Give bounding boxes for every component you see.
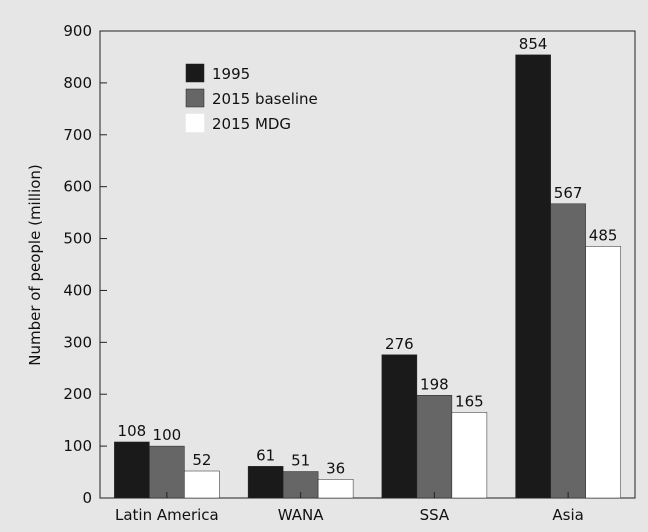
- data-label: 100: [153, 426, 182, 444]
- y-tick-label: 0: [82, 489, 92, 507]
- bar: [114, 441, 150, 499]
- bar: [247, 466, 284, 499]
- legend-swatch: [185, 88, 205, 108]
- data-label: 485: [589, 226, 618, 244]
- x-axis: Latin America WANA SSA Asia: [115, 492, 584, 524]
- y-tick-label: 400: [63, 281, 92, 299]
- data-label: 108: [118, 422, 147, 440]
- y-tick-label: 600: [63, 178, 92, 196]
- data-label: 36: [326, 459, 345, 477]
- x-tick-label: WANA: [278, 506, 324, 524]
- data-label: 52: [192, 451, 211, 469]
- legend-label: 1995: [212, 65, 250, 83]
- data-label: 61: [256, 446, 275, 464]
- y-tick-label: 300: [63, 333, 92, 351]
- bar: [184, 470, 220, 499]
- bar: [550, 203, 586, 499]
- y-tick-label: 100: [63, 437, 92, 455]
- bars-group: 108 100 52 61 51 36 276 198 165 854 567 485: [114, 35, 621, 499]
- bar: [451, 412, 488, 499]
- data-label: 51: [291, 452, 310, 470]
- y-axis-title: Number of people (million): [26, 164, 44, 366]
- x-tick-label: SSA: [420, 506, 450, 524]
- bar: [416, 395, 453, 499]
- legend-swatch: [185, 63, 205, 83]
- bar: [515, 54, 551, 499]
- data-label: 854: [519, 35, 548, 53]
- bar: [585, 246, 621, 499]
- data-label: 567: [554, 184, 583, 202]
- legend: 1995 2015 baseline 2015 MDG: [185, 63, 318, 133]
- x-tick-label: Asia: [552, 506, 583, 524]
- y-tick-label: 700: [63, 126, 92, 144]
- y-tick-label: 900: [63, 22, 92, 40]
- bar: [317, 479, 354, 499]
- x-tick-label: Latin America: [115, 506, 219, 524]
- legend-label: 2015 MDG: [212, 115, 291, 133]
- bar: [381, 354, 418, 499]
- y-axis: 0 100 200 300 400 500 600 700 800 900: [63, 22, 107, 507]
- bar: [149, 445, 185, 499]
- legend-swatch: [185, 113, 205, 133]
- y-tick-label: 200: [63, 385, 92, 403]
- data-label: 198: [420, 375, 449, 393]
- data-label: 276: [385, 335, 414, 353]
- data-label: 165: [455, 392, 484, 410]
- y-tick-label: 500: [63, 230, 92, 248]
- legend-label: 2015 baseline: [212, 90, 318, 108]
- y-tick-label: 800: [63, 74, 92, 92]
